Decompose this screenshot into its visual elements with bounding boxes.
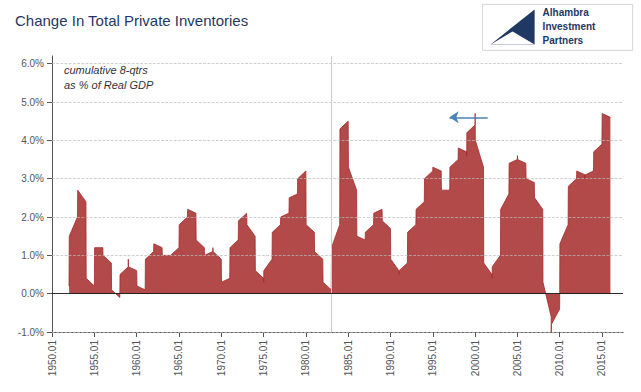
svg-text:2000.01: 2000.01 (470, 340, 481, 377)
svg-text:Partners: Partners (543, 35, 584, 46)
svg-text:1965.01: 1965.01 (173, 340, 184, 377)
svg-text:5.0%: 5.0% (21, 97, 44, 108)
svg-text:2.0%: 2.0% (21, 212, 44, 223)
svg-text:1990.01: 1990.01 (385, 340, 396, 377)
svg-text:1995.01: 1995.01 (427, 340, 438, 377)
svg-text:4.0%: 4.0% (21, 135, 44, 146)
svg-text:Change In Total Private Invent: Change In Total Private Inventories (15, 12, 248, 29)
svg-text:0.0%: 0.0% (21, 288, 44, 299)
svg-text:2010.01: 2010.01 (554, 340, 565, 377)
svg-text:6.0%: 6.0% (21, 58, 44, 69)
svg-text:as % of Real GDP: as % of Real GDP (64, 79, 154, 91)
svg-text:Investment: Investment (543, 21, 596, 32)
svg-text:1985.01: 1985.01 (343, 340, 354, 377)
svg-text:1975.01: 1975.01 (258, 340, 269, 377)
svg-text:1980.01: 1980.01 (300, 340, 311, 377)
svg-text:3.0%: 3.0% (21, 173, 44, 184)
svg-text:cumulative 8-qtrs: cumulative 8-qtrs (64, 64, 148, 76)
svg-text:2005.01: 2005.01 (512, 340, 523, 377)
svg-text:1970.01: 1970.01 (216, 340, 227, 377)
svg-text:1950.01: 1950.01 (47, 340, 58, 377)
svg-text:Alhambra: Alhambra (543, 7, 590, 18)
svg-text:1.0%: 1.0% (21, 250, 44, 261)
svg-text:2015.01: 2015.01 (596, 340, 607, 377)
svg-text:-1.0%: -1.0% (18, 327, 44, 338)
svg-text:1955.01: 1955.01 (89, 340, 100, 377)
svg-text:1960.01: 1960.01 (131, 340, 142, 377)
